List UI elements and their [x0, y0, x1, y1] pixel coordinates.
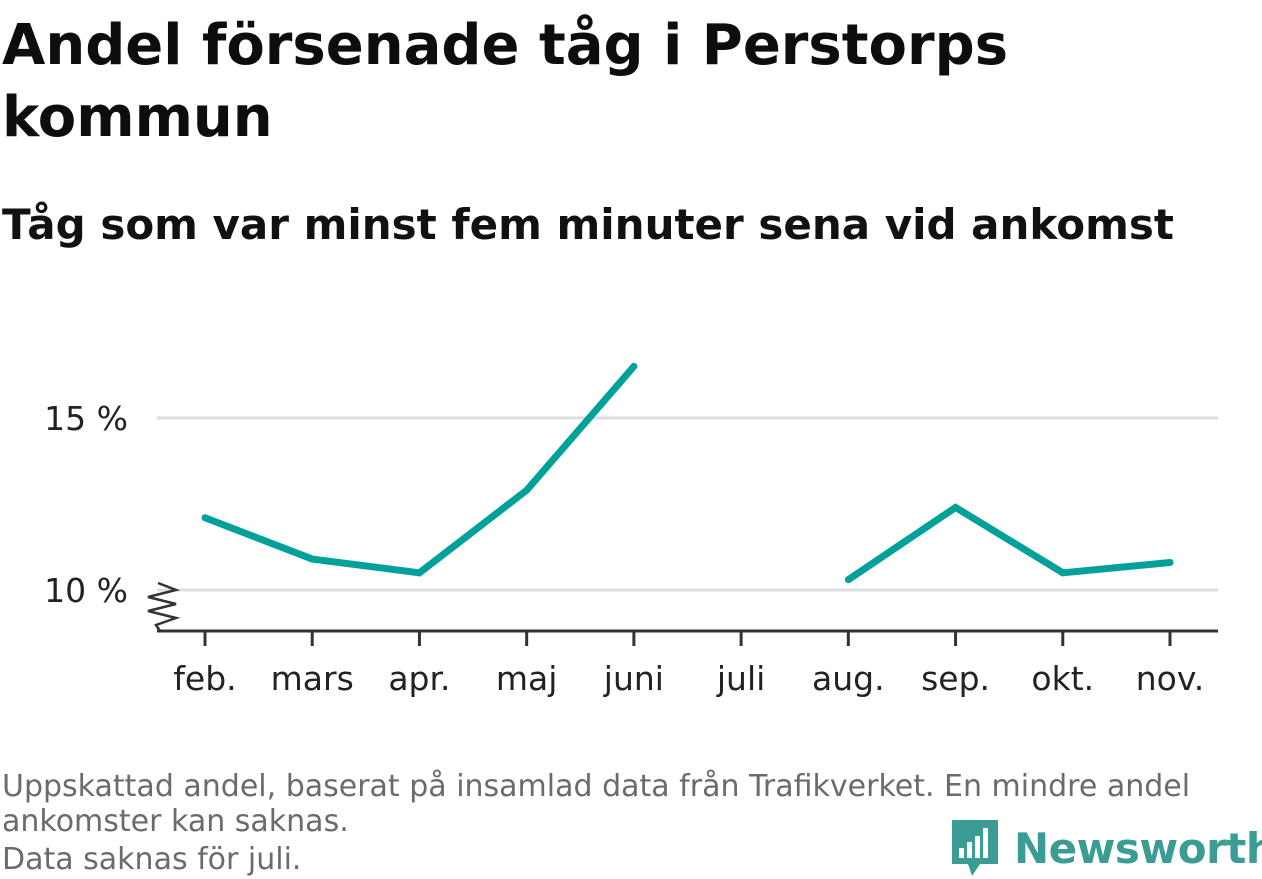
y-axis-tick-labels: 10 % 15 % — [44, 399, 128, 610]
data-point-apr. — [415, 569, 423, 577]
data-point-mars — [308, 555, 316, 563]
series-line-segment-2 — [846, 503, 1171, 583]
x-tick-label: juli — [716, 659, 765, 698]
x-tick-label: juni — [603, 659, 664, 698]
chart-subtitle: Tåg som var minst fem minuter sena vid a… — [2, 200, 1174, 249]
y-tick-label: 15 % — [44, 399, 128, 438]
data-point-juni — [630, 362, 638, 370]
x-tick-label: mars — [271, 659, 354, 698]
x-tick-label: maj — [496, 659, 558, 698]
footnote-line-2: ankomster kan saknas. — [2, 804, 349, 839]
brand-name: Newsworthy — [1014, 823, 1262, 873]
data-point-okt. — [1059, 569, 1067, 577]
footnote-line-1: Uppskattad andel, baserat på insamlad da… — [2, 769, 1191, 804]
chart-title: Andel försenade tåg i Perstorps kommun — [2, 13, 1009, 150]
series-line — [201, 362, 1174, 584]
newsworthy-logo: Newsworthy — [950, 818, 1262, 878]
y-axis-break-icon — [147, 581, 181, 632]
footnote: Uppskattad andel, baserat på insamlad da… — [2, 768, 1252, 879]
data-point-sep. — [952, 503, 960, 511]
y-tick-label: 10 % — [44, 571, 128, 610]
bar-chart-speech-bubble-icon — [952, 820, 998, 876]
x-tick-label: apr. — [388, 659, 450, 698]
x-tick-label: aug. — [812, 659, 885, 698]
footnote-line-3: Data saknas för juli. — [2, 842, 302, 877]
x-tick-label: okt. — [1031, 659, 1094, 698]
series-line-segment-1 — [203, 364, 637, 577]
x-axis-ticks: feb. mars apr. maj juni juli aug. sep. okt. nov. — [173, 631, 1204, 698]
x-tick-label: feb. — [173, 659, 236, 698]
data-point-aug. — [844, 576, 852, 584]
x-tick-label: sep. — [921, 659, 990, 698]
data-point-nov. — [1166, 558, 1174, 566]
data-point-maj — [523, 486, 531, 494]
x-tick-label: nov. — [1136, 659, 1205, 698]
data-point-feb. — [201, 514, 209, 522]
grid-lines — [157, 416, 1218, 592]
x-axis — [147, 581, 1218, 633]
line-chart: 10 % 15 % feb. mars apr. maj juni juli aug. sep.… — [44, 362, 1218, 698]
